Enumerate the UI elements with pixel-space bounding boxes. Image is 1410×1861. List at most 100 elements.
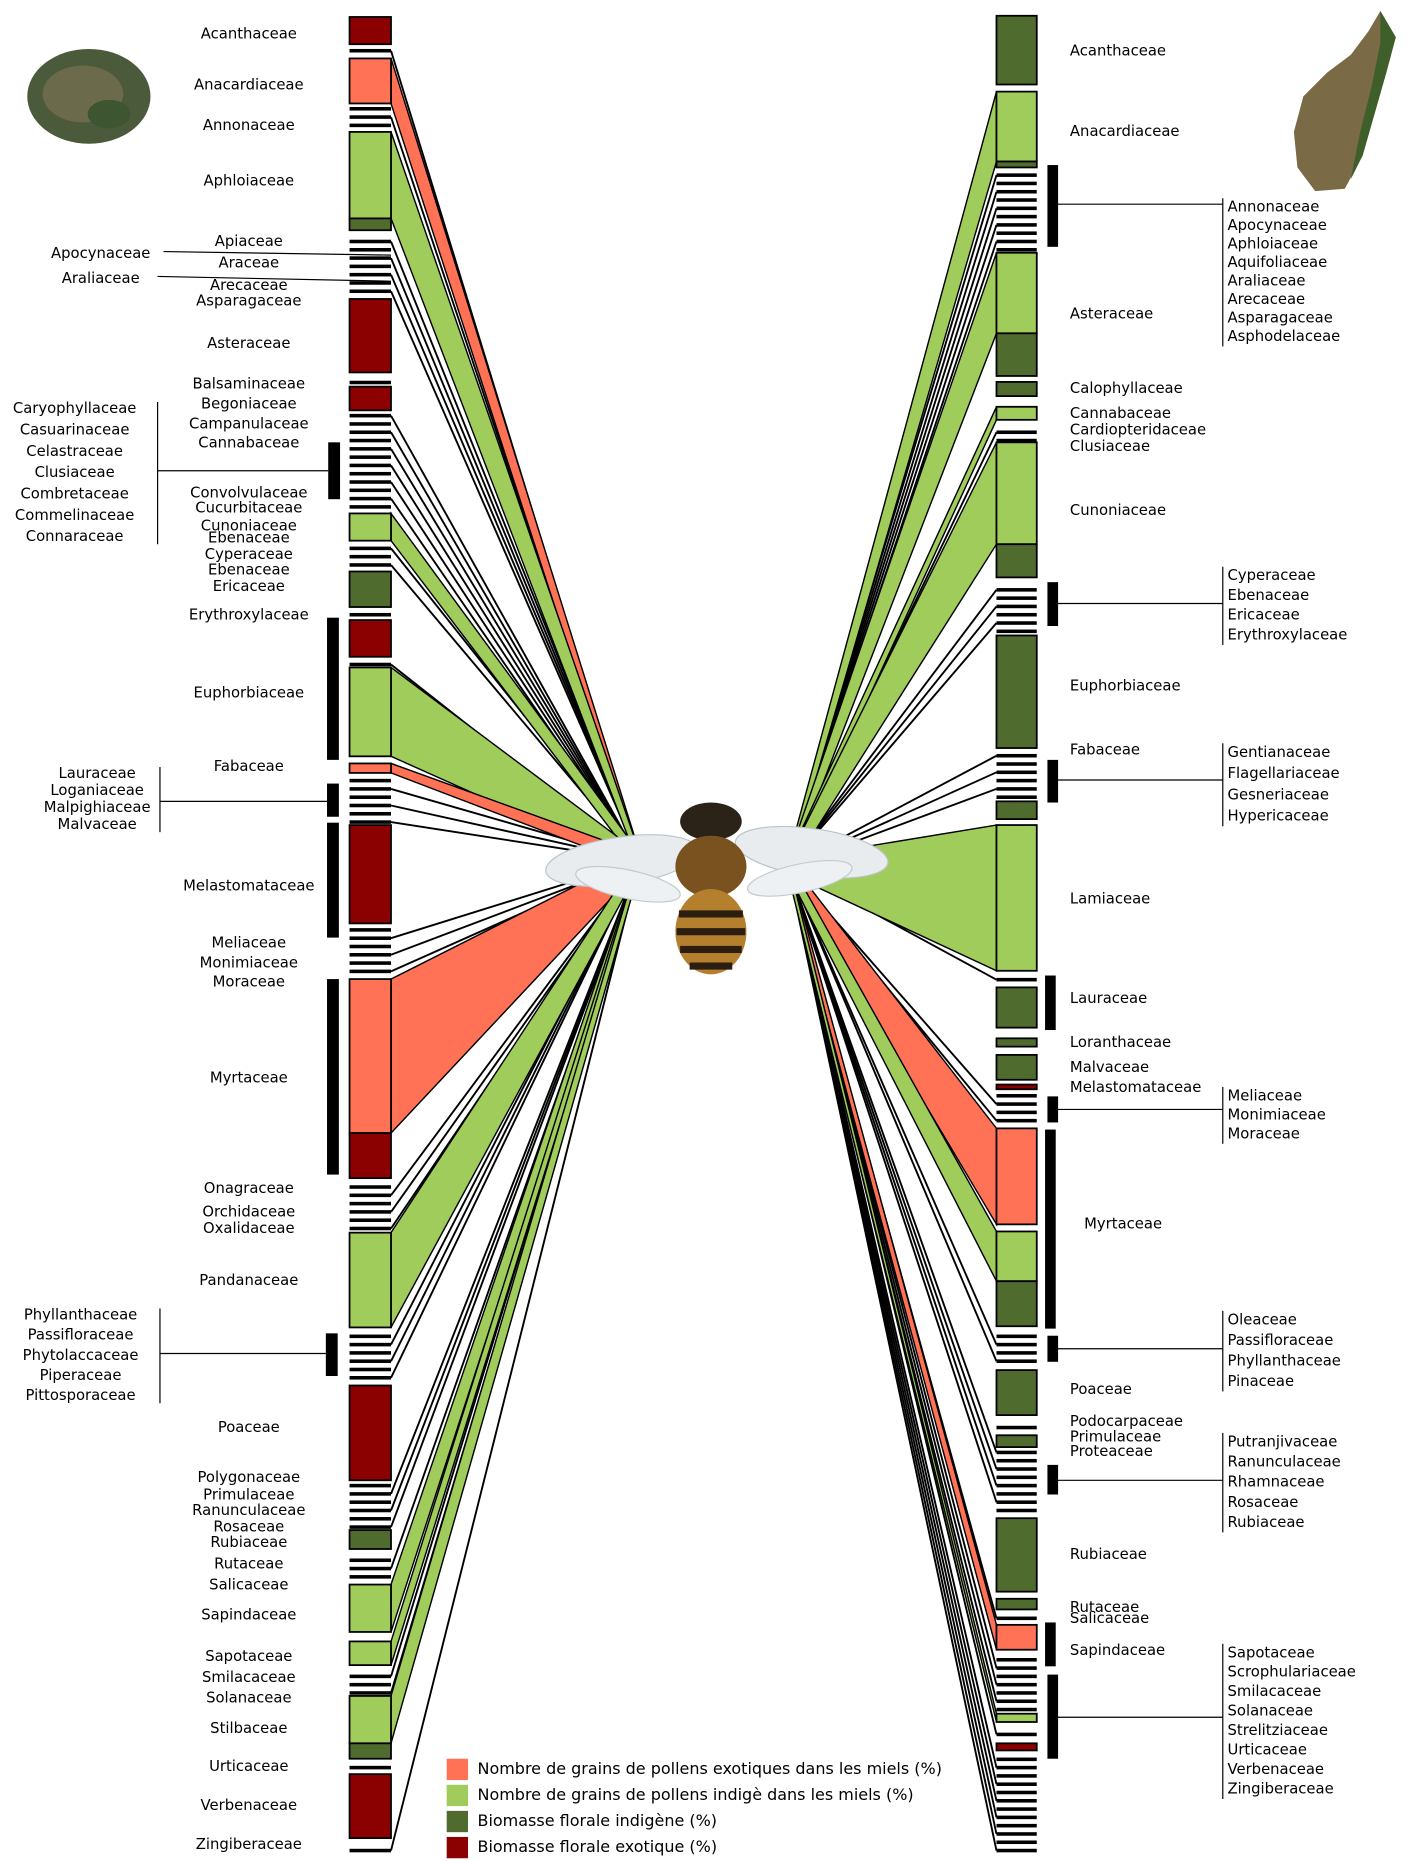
left-label: Monimiaceae: [200, 955, 298, 972]
stripe: [996, 1707, 1037, 1712]
stripe: [349, 612, 392, 617]
bar-block: [995, 1742, 1038, 1752]
right-label: Cunoniaceae: [1070, 502, 1166, 519]
stripe: [996, 787, 1037, 791]
stripe: [996, 1790, 1037, 1795]
fan-line: [787, 605, 998, 868]
group-bar: [1047, 582, 1059, 626]
left-label: Ebenaceae: [208, 561, 290, 578]
group-bar: [327, 979, 339, 1175]
bar-block: [348, 762, 392, 774]
bar-block: [995, 1369, 1038, 1417]
stripe: [996, 1732, 1037, 1737]
bar-block: [348, 1773, 392, 1840]
right-group-label: Annonaceae: [1228, 199, 1320, 216]
group-bar: [1045, 975, 1056, 1031]
left-label: Rubiaceae: [210, 1534, 287, 1551]
bar-block: [348, 1640, 392, 1667]
right-group-label: Meliaceae: [1228, 1087, 1303, 1104]
bar-block: [348, 1742, 392, 1760]
stripe: [349, 488, 392, 493]
left-label: Pandanaceae: [199, 1272, 298, 1289]
right-group-label: Phyllanthaceae: [1228, 1352, 1341, 1369]
bar-block: [995, 332, 1038, 377]
left-label: Ebenaceae: [208, 529, 290, 546]
stripe: [349, 1558, 392, 1563]
stripe: [996, 181, 1037, 186]
stripe: [996, 223, 1037, 227]
stripe: [349, 380, 392, 385]
stripe: [996, 1823, 1037, 1828]
bar-block: [995, 1037, 1038, 1048]
right-label: Primulaceae: [1070, 1429, 1161, 1446]
left-label: Cucurbitaceae: [195, 500, 302, 517]
fan-line: [787, 589, 998, 868]
right-group-label: Zingiberaceae: [1228, 1781, 1334, 1798]
stripe: [996, 1674, 1037, 1679]
legend-label: Biomasse florale exotique (%): [478, 1837, 718, 1856]
fan-line: [787, 866, 998, 1851]
bar-block: [995, 543, 1038, 579]
stripe: [349, 272, 392, 277]
stripe: [349, 1517, 392, 1521]
left-label: Sapindaceae: [201, 1606, 296, 1623]
bar-block: [348, 1231, 392, 1329]
legend-label: Nombre de grains de pollens indigè dans …: [478, 1785, 914, 1804]
bar-block: [348, 1695, 392, 1745]
left-label: Balsaminaceae: [193, 375, 306, 392]
left-label: Begoniaceae: [201, 395, 297, 412]
stripe: [349, 820, 392, 824]
stripe: [996, 1682, 1037, 1687]
bar-block: [995, 441, 1038, 546]
fan-line: [390, 860, 641, 1528]
right-group-label: Strelitziaceae: [1228, 1722, 1328, 1739]
stripe: [996, 596, 1037, 600]
left-label: Myrtaceae: [210, 1070, 288, 1087]
stripe: [349, 1525, 392, 1529]
left-label: Onagraceae: [204, 1180, 294, 1197]
left-label: Salicaceae: [209, 1577, 288, 1594]
madagascar-map: [1293, 11, 1396, 192]
stripe: [996, 1110, 1037, 1115]
stripe: [996, 1467, 1037, 1471]
bar-block: [348, 619, 392, 658]
stripe: [996, 1658, 1037, 1662]
left-label: Orchidaceae: [202, 1204, 295, 1221]
left-label: Anacardiaceae: [194, 77, 304, 94]
stripe: [996, 1492, 1037, 1496]
stripe: [349, 1201, 392, 1206]
left-label: Ranunculaceae: [192, 1502, 305, 1519]
fan-line: [390, 415, 641, 862]
left-group-label: Combretaceae: [20, 485, 128, 502]
right-label: Euphorbiaceae: [1070, 677, 1181, 694]
stripe: [996, 1483, 1037, 1488]
stripe: [349, 1575, 392, 1579]
stripe: [996, 770, 1037, 775]
fan-line: [787, 622, 998, 868]
stripe: [996, 1840, 1037, 1845]
fan-line: [787, 866, 998, 1362]
left-label: Stilbaceae: [210, 1720, 287, 1737]
left-label: Apiaceae: [215, 233, 283, 250]
stripe: [349, 546, 392, 551]
right-label: Myrtaceae: [1084, 1215, 1162, 1232]
bar-block: [995, 14, 1038, 86]
stripe: [996, 1848, 1037, 1853]
bee: [545, 802, 889, 975]
right-group-label: Ericaceae: [1228, 607, 1300, 624]
stripe: [996, 762, 1037, 766]
stripe: [996, 1765, 1037, 1770]
stripe: [349, 430, 392, 435]
stripe: [996, 1118, 1037, 1123]
stripe: [349, 1226, 392, 1231]
group-bar: [327, 822, 339, 938]
stripe: [349, 115, 392, 119]
left-group-label: Phytolaccaceae: [23, 1347, 139, 1364]
stripe: [996, 231, 1037, 235]
legend-swatch: [446, 1758, 469, 1781]
stripe: [349, 1691, 392, 1695]
stripe: [349, 1193, 392, 1198]
left-label: Moraceae: [213, 974, 285, 991]
stripe: [996, 1334, 1037, 1339]
right-group-label: Oleaceae: [1228, 1311, 1297, 1328]
